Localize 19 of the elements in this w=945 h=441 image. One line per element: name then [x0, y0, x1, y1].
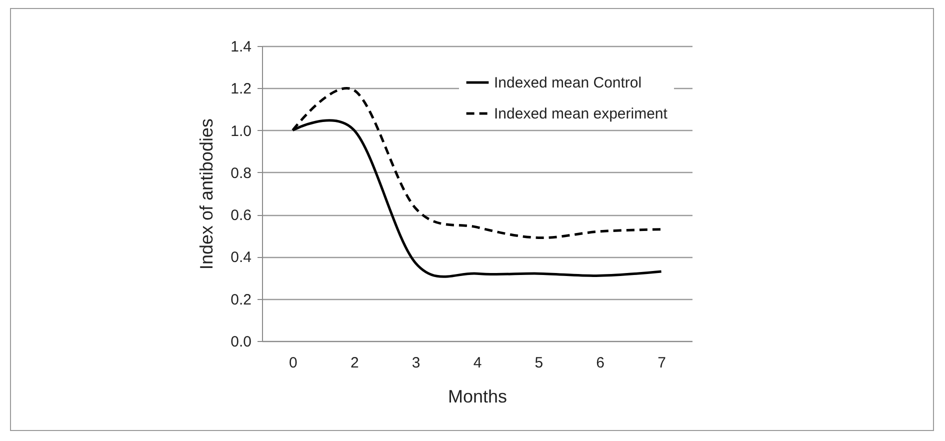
x-tick-label: 5: [534, 354, 544, 372]
y-tick-label: 1.2: [230, 80, 252, 98]
x-tick-label: 6: [596, 354, 605, 372]
x-tick-label: 0: [289, 354, 298, 372]
y-axis-title: Index of antibodies: [196, 118, 217, 270]
x-axis-title: Months: [448, 386, 508, 406]
x-tick-label: 3: [412, 354, 420, 372]
x-tick-label: 4: [473, 354, 482, 372]
y-tick-label: 0.2: [230, 291, 252, 308]
y-tick-label: 1.0: [230, 122, 252, 140]
x-tick-label: 7: [658, 354, 666, 372]
y-tick-label: 0.0: [230, 334, 252, 350]
y-tick-label: 1.4: [230, 38, 252, 56]
y-tick-label: 0.8: [230, 164, 252, 182]
legend-label: Indexed mean experiment: [494, 106, 668, 122]
y-tick-label: 0.4: [230, 249, 252, 266]
x-tick-label: 2: [350, 354, 359, 372]
y-tick-label: 0.6: [230, 207, 252, 224]
legend-label: Indexed mean Control: [494, 74, 642, 92]
